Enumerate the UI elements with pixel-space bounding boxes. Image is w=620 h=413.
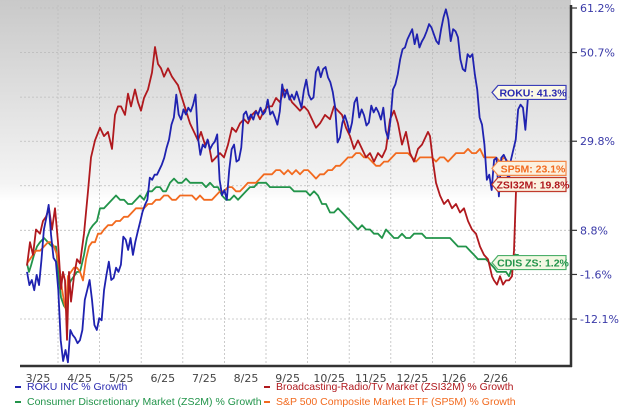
legend-label: Consumer Discretionary Market (ZS2M) % G… <box>27 396 262 408</box>
x-tick-label: 11/25 <box>355 372 387 385</box>
y-tick-label: 29.8% <box>580 135 615 148</box>
legend-swatch-sp500 <box>264 401 270 404</box>
roku-end-tag: ROKU: 41.3% <box>491 84 567 101</box>
series-line-roku <box>26 8 536 364</box>
x-tick-label: 1/26 <box>442 372 467 385</box>
svg-text:SP5M: 23.1%: SP5M: 23.1% <box>501 163 566 175</box>
legend-item-roku: ROKU INC % Growth <box>15 381 127 393</box>
y-tick-label: -1.6% <box>580 268 612 281</box>
legend-label: S&P 500 Composite Market ETF (SP5M) % Gr… <box>276 396 516 408</box>
y-tick-label: 8.8% <box>580 224 608 237</box>
legend-item-broadcasting: Broadcasting-Radio/Tv Market (ZSI32M) % … <box>264 381 514 393</box>
x-tick-label: 2/26 <box>483 372 508 385</box>
x-tick-label: 7/25 <box>192 372 217 385</box>
cdis-end-tag: CDIS ZS: 1.2% <box>491 254 570 271</box>
y-tick-label: 50.7% <box>580 47 615 60</box>
x-axis-ticks: 3/25 4/25 5/25 6/25 7/25 8/25 9/25 10/25 11/25 12… <box>26 372 508 385</box>
legend-swatch-consumer-discretionary <box>15 401 21 404</box>
x-tick-label: 9/25 <box>275 372 300 385</box>
legend-label: ROKU INC % Growth <box>27 381 128 393</box>
legend-item-consumer-discretionary: Consumer Discretionary Market (ZS2M) % G… <box>15 396 262 408</box>
y-tick-label: 61.2% <box>580 2 615 15</box>
series-line-consumer-discretionary <box>26 177 525 312</box>
series-line-sp500 <box>26 147 525 312</box>
y-axis-ticks: 61.2% 50.7% 29.8% 8.8% -1.6% -12.1% <box>571 2 619 326</box>
zsi32m-end-tag: ZSI32M: 19.8% <box>491 176 571 193</box>
x-tick-label: 5/25 <box>109 372 134 385</box>
svg-text:ZSI32M: 19.8%: ZSI32M: 19.8% <box>497 180 571 192</box>
legend-label: Broadcasting-Radio/Tv Market (ZSI32M) % … <box>276 381 514 393</box>
series-lines <box>26 8 536 364</box>
plot-background <box>0 0 571 366</box>
y-tick-label: -12.1% <box>580 313 619 326</box>
svg-text:ROKU: 41.3%: ROKU: 41.3% <box>499 87 567 99</box>
legend-item-sp500: S&P 500 Composite Market ETF (SP5M) % Gr… <box>264 396 516 408</box>
x-tick-label: 6/25 <box>150 372 175 385</box>
sp5m-end-tag: SP5M: 23.1% <box>491 160 567 176</box>
x-tick-label: 10/25 <box>313 372 345 385</box>
svg-text:CDIS ZS: 1.2%: CDIS ZS: 1.2% <box>497 258 569 270</box>
end-value-tags: ROKU: 41.3% SP5M: 23.1% ZSI32M: 19.8% CDIS … <box>491 84 571 271</box>
legend-swatch-broadcasting <box>264 386 270 389</box>
x-tick-label: 8/25 <box>234 372 259 385</box>
x-tick-label: 12/25 <box>397 372 429 385</box>
legend-swatch-roku <box>15 386 21 389</box>
x-tick-label: 4/25 <box>67 372 92 385</box>
x-tick-label: 3/25 <box>26 372 51 385</box>
